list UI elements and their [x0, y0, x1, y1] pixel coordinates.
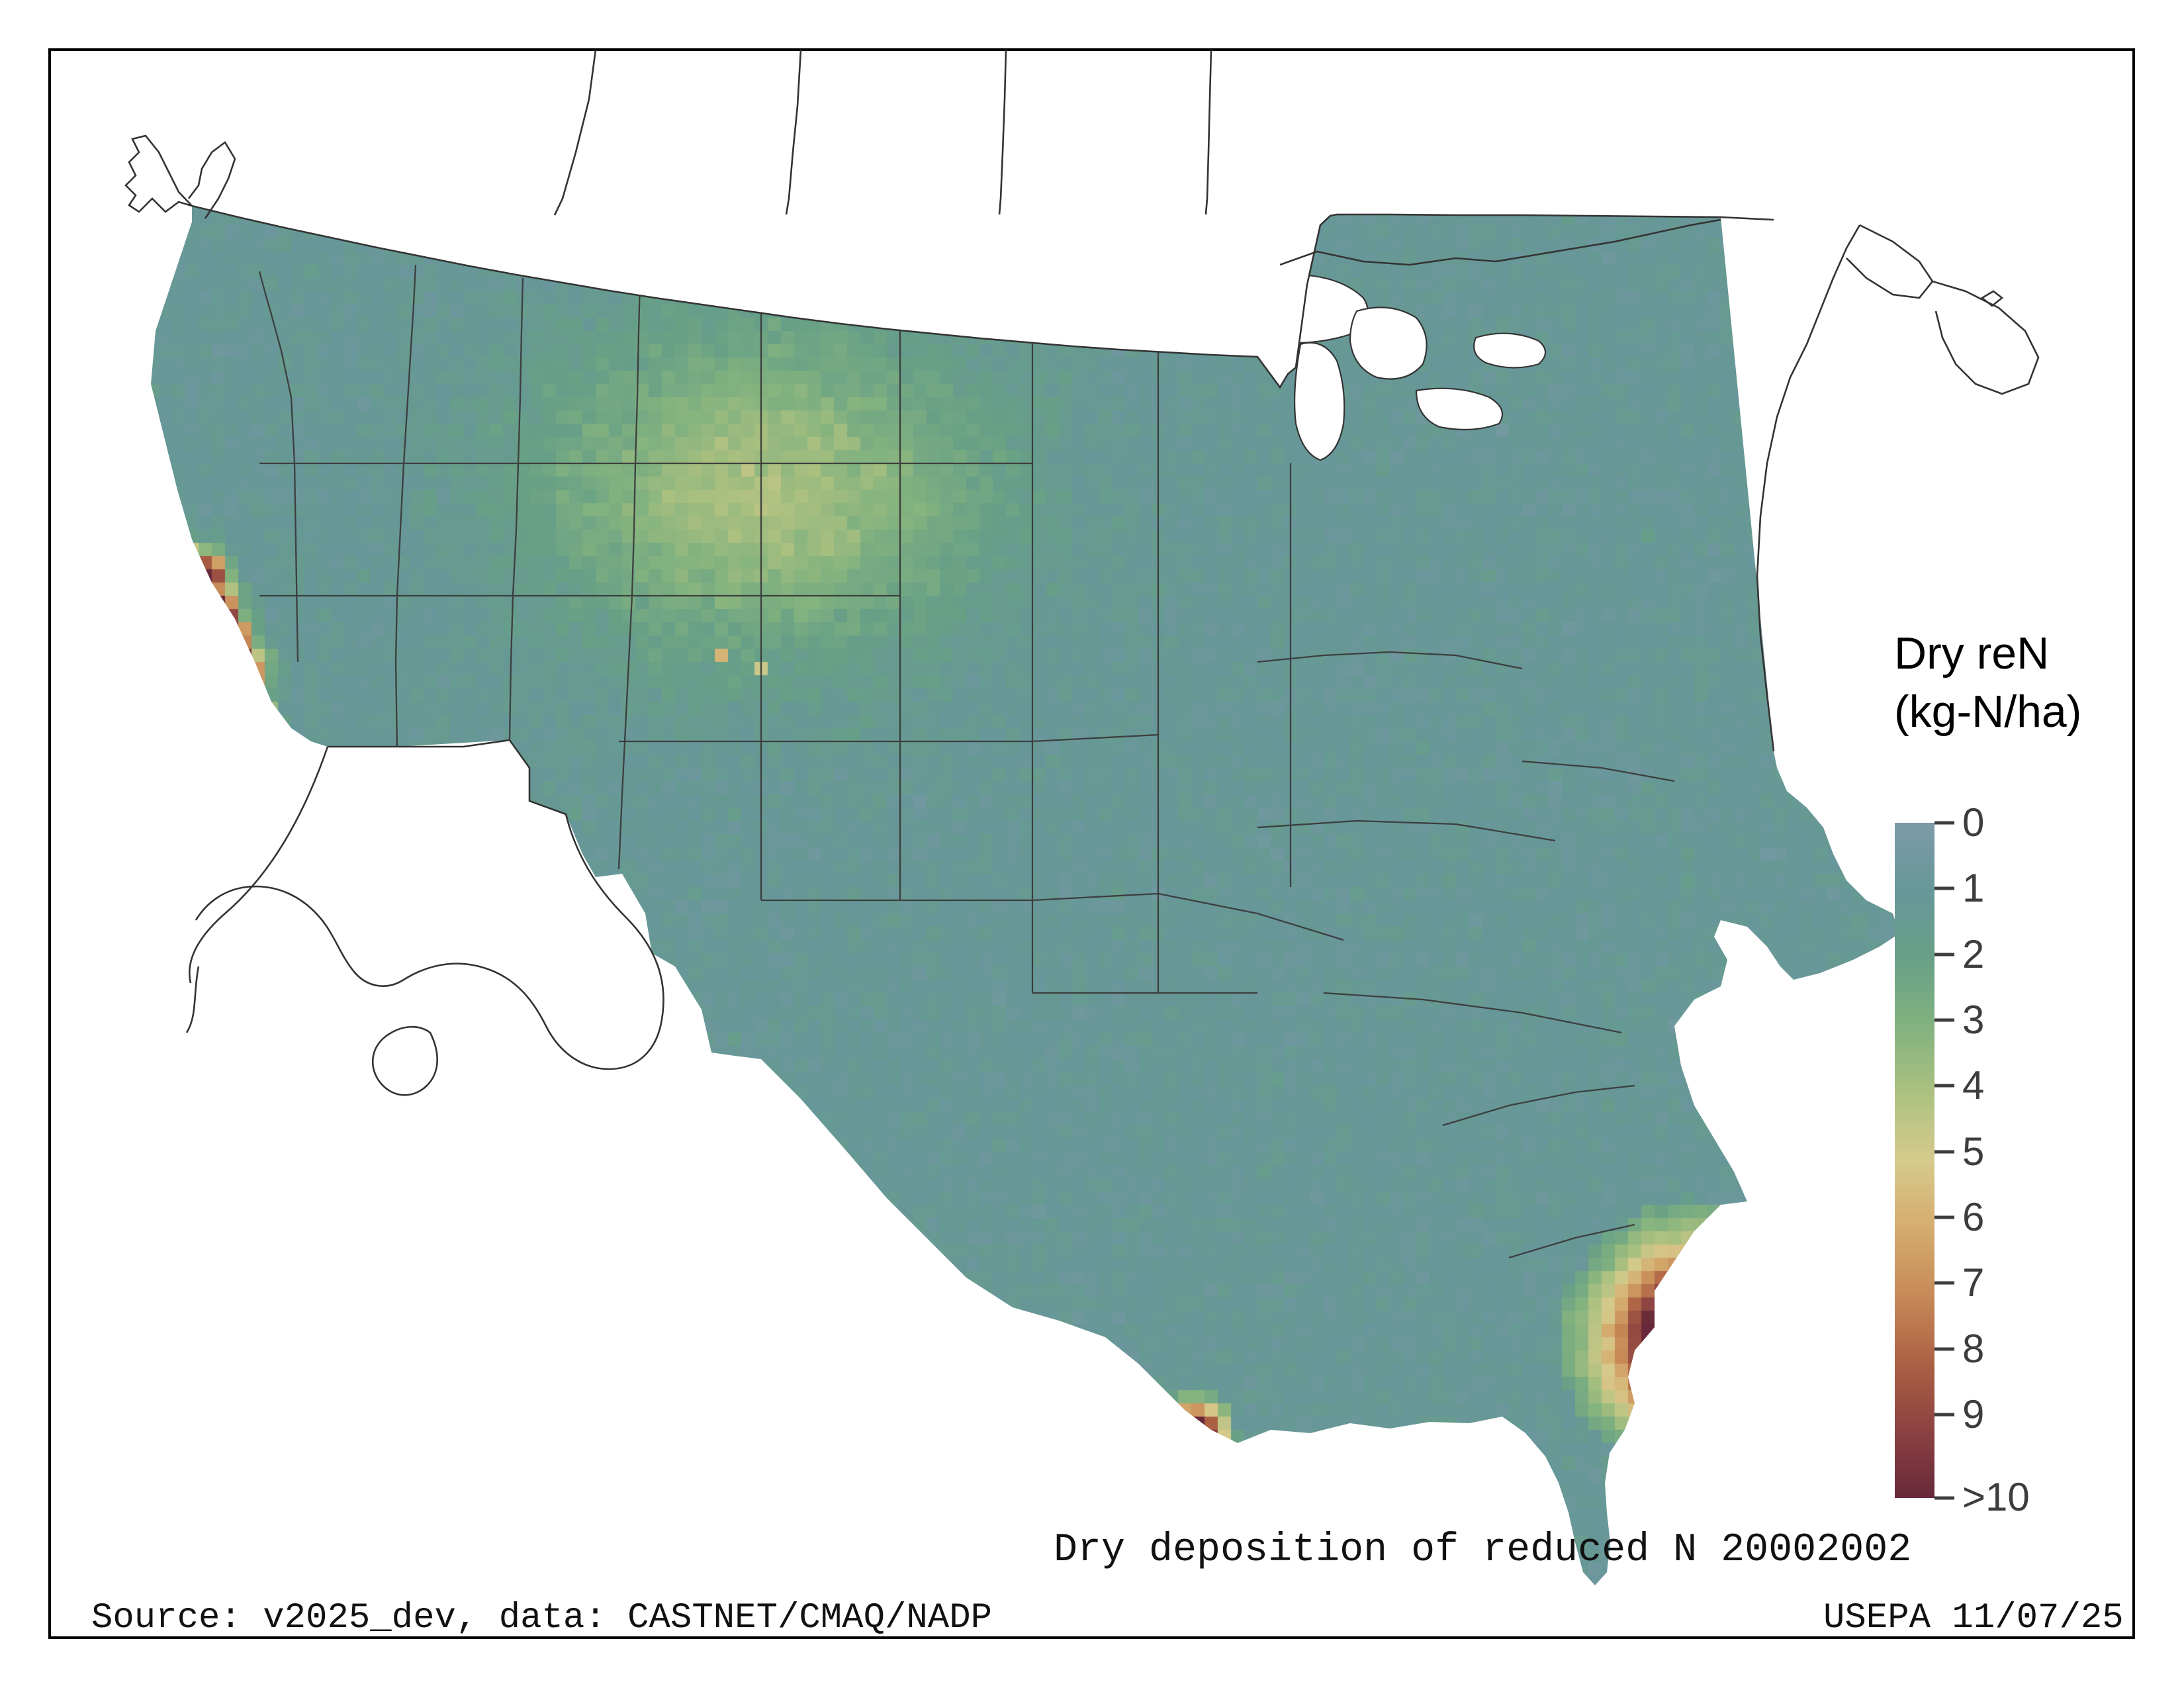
svg-text:6: 6: [1962, 1195, 1984, 1239]
svg-text:8: 8: [1962, 1327, 1984, 1371]
svg-text:9: 9: [1962, 1392, 1984, 1436]
svg-text:0: 0: [1962, 800, 1984, 845]
svg-text:1: 1: [1962, 866, 1984, 910]
svg-text:Dry deposition of reduced N 20: Dry deposition of reduced N 20002002: [1054, 1528, 1911, 1573]
svg-text:>10: >10: [1962, 1475, 2030, 1519]
svg-text:4: 4: [1962, 1063, 1984, 1107]
svg-text:Source: v2025_dev, data: CASTN: Source: v2025_dev, data: CASTNET/CMAQ/NA…: [91, 1598, 992, 1638]
svg-text:Dry reN: Dry reN: [1894, 628, 2049, 679]
svg-text:USEPA 11/07/25: USEPA 11/07/25: [1823, 1598, 2124, 1638]
svg-text:(kg-N/ha): (kg-N/ha): [1894, 686, 2081, 737]
svg-text:3: 3: [1962, 998, 1984, 1042]
svg-text:2: 2: [1962, 932, 1984, 976]
svg-text:5: 5: [1962, 1129, 1984, 1174]
svg-text:7: 7: [1962, 1260, 1984, 1305]
